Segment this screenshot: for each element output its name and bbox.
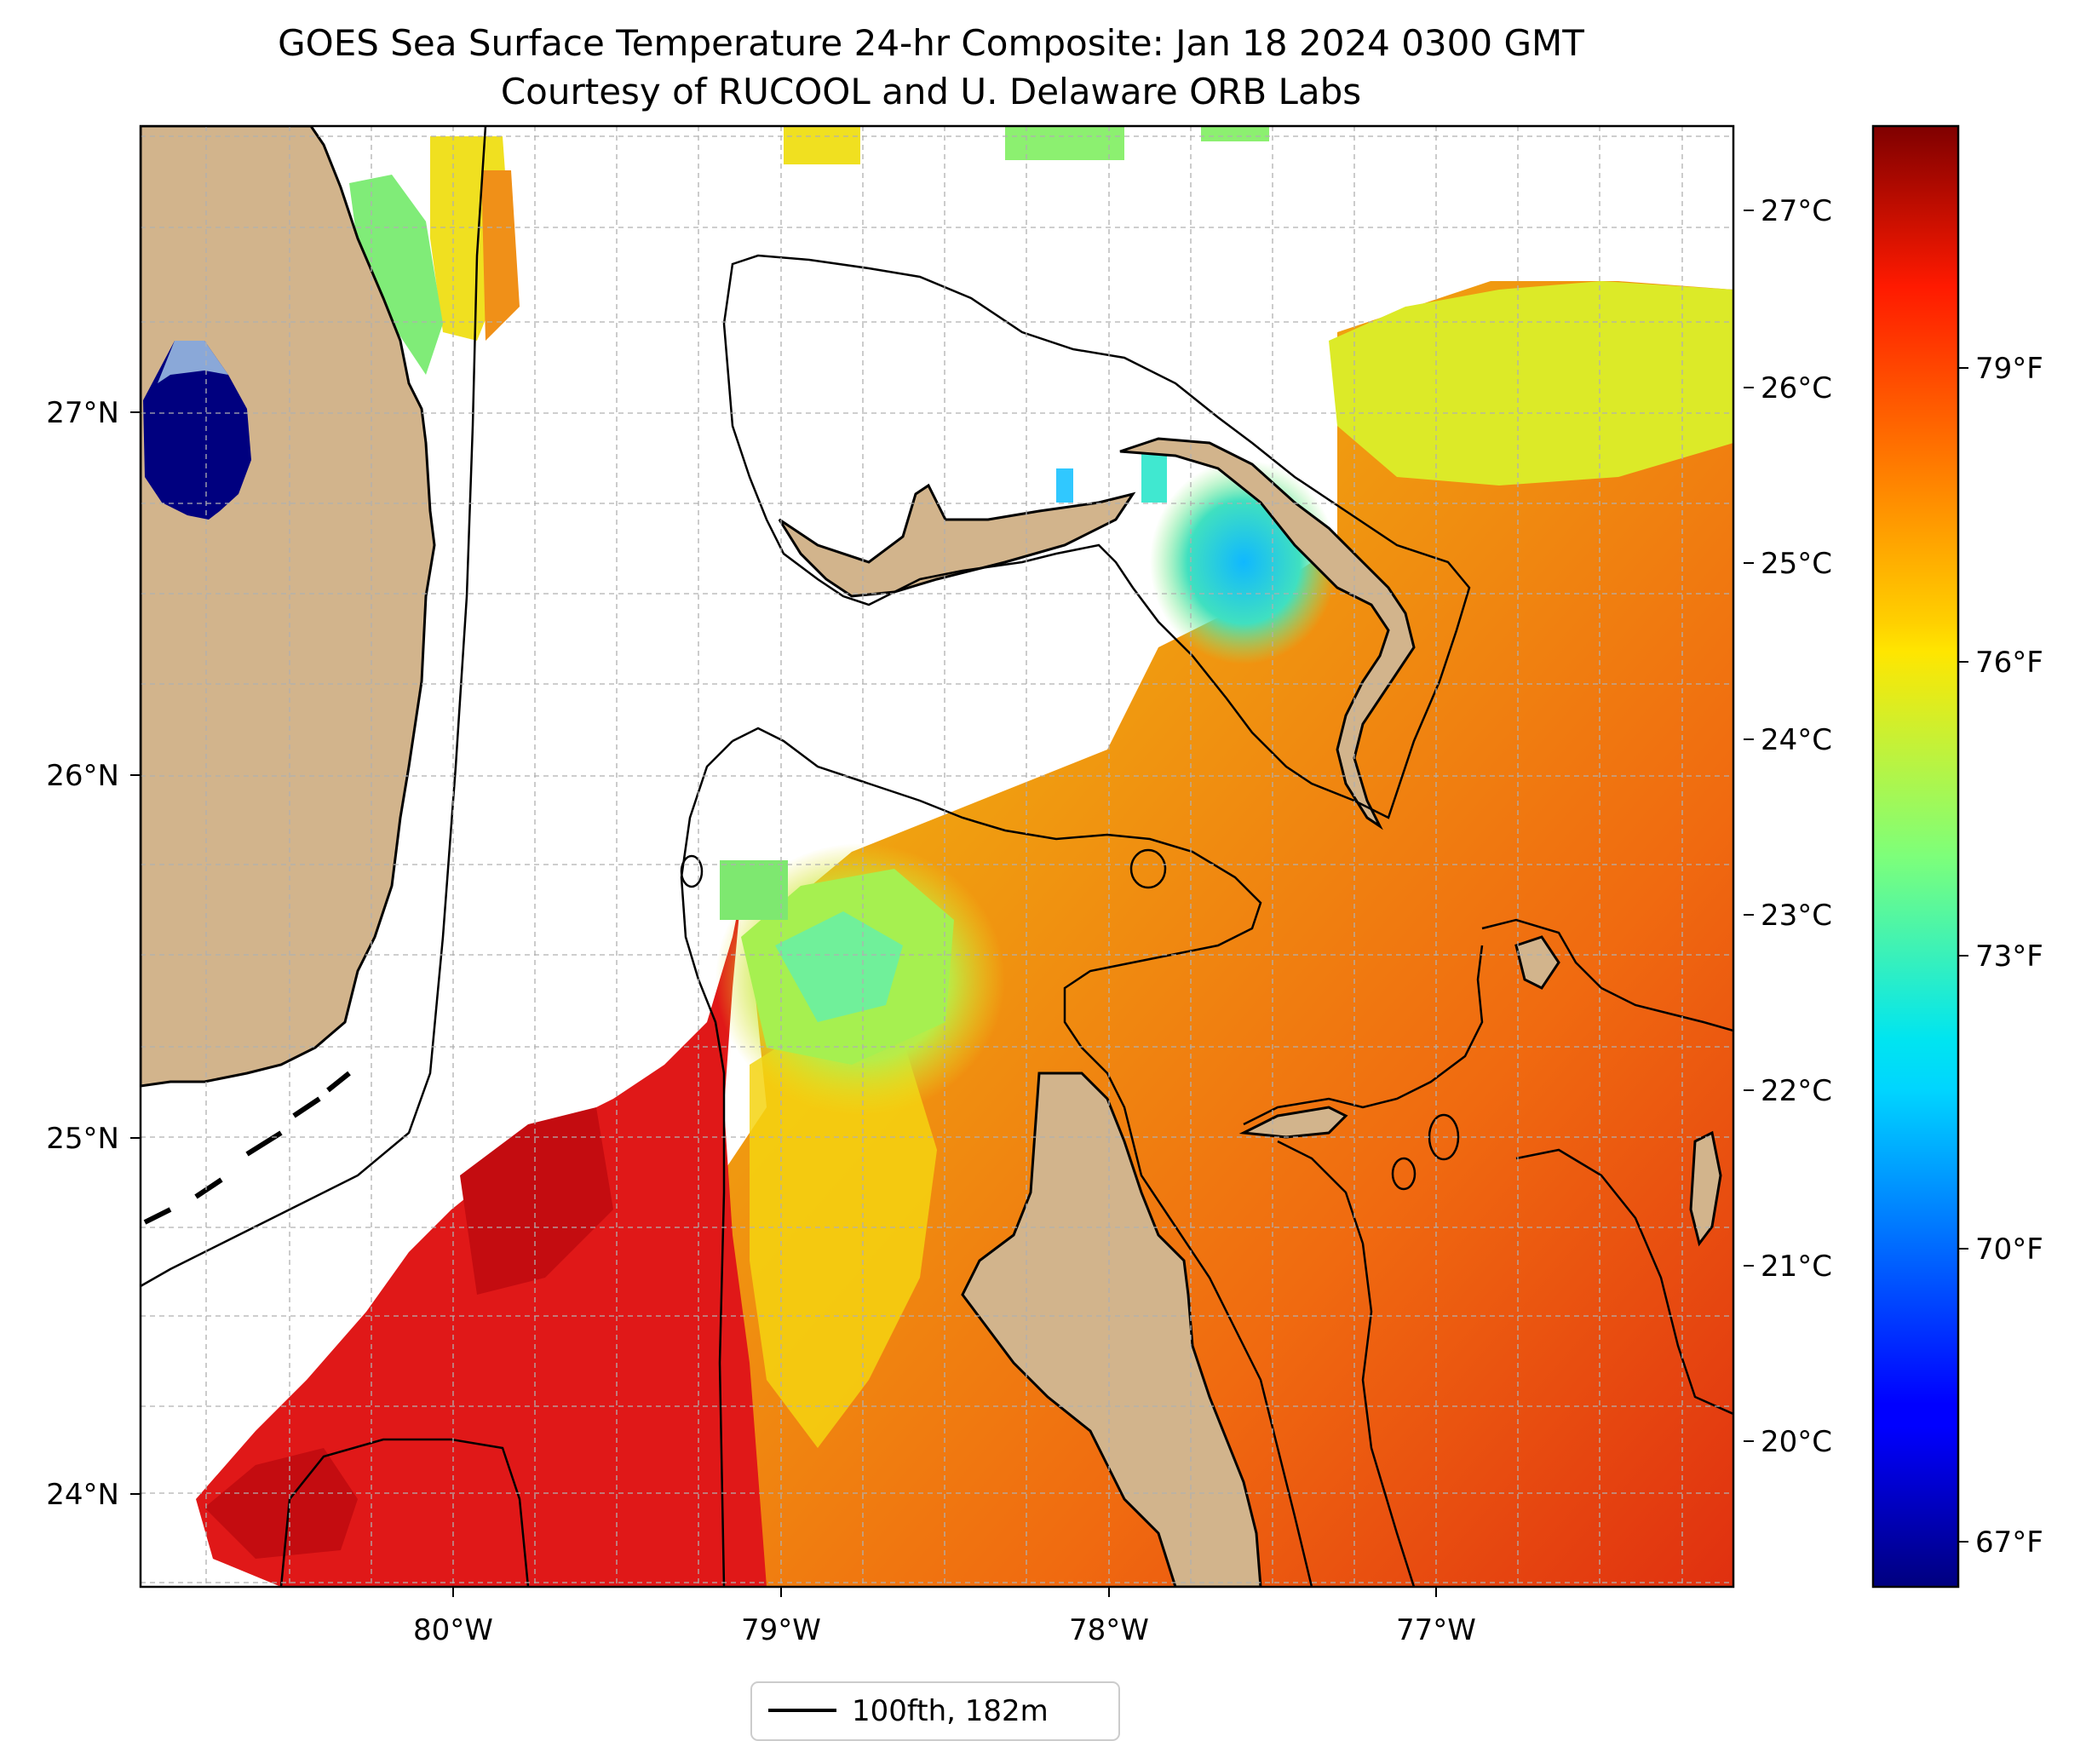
legend-box	[750, 1681, 1120, 1741]
map-area	[141, 126, 1733, 1587]
sst-nw-green	[349, 175, 443, 375]
sst-west-green	[720, 860, 788, 920]
lon-label-80w: 80°W	[413, 1613, 493, 1647]
isobath-tongue	[1277, 1140, 1416, 1587]
gridlines	[141, 126, 1733, 1587]
celsius-label-22: 22°C	[1761, 1074, 1832, 1108]
land-east-islands	[1689, 1130, 1722, 1247]
land-exuma	[1514, 935, 1560, 990]
lon-label-79w: 79°W	[741, 1613, 821, 1647]
isobath-contours	[141, 126, 1733, 1587]
sst-ne-yellow	[1329, 281, 1733, 486]
sst-small-cyan	[1141, 451, 1167, 503]
celsius-label-25: 25°C	[1761, 547, 1832, 581]
sst-top-patch-3	[1201, 126, 1269, 141]
lake-okeechobee	[143, 341, 251, 520]
sst-small-blue	[1056, 468, 1073, 503]
lat-label-24: 24°N	[46, 1478, 119, 1512]
isobath-east	[1515, 1148, 1733, 1416]
fahrenheit-label-79: 79°F	[1975, 352, 2043, 386]
fahrenheit-label-73: 73°F	[1975, 939, 2043, 974]
isobath-exuma-sound	[1243, 918, 1733, 1126]
legend: 100fth, 182m	[750, 1681, 1120, 1741]
celsius-label-24: 24°C	[1761, 723, 1832, 757]
colorbar	[1871, 124, 1960, 1589]
fahrenheit-label-67: 67°F	[1975, 1526, 2043, 1560]
sst-top-patch-1	[784, 126, 860, 164]
celsius-label-21: 21°C	[1761, 1250, 1832, 1284]
fahrenheit-label-76: 76°F	[1975, 646, 2043, 680]
legend-label: 100fth, 182m	[852, 1694, 1049, 1728]
title-line-1: GOES Sea Surface Temperature 24-hr Compo…	[278, 22, 1584, 64]
sst-top-patch-2	[1005, 126, 1124, 160]
celsius-label-20: 20°C	[1761, 1425, 1832, 1459]
land-andros	[961, 1072, 1262, 1587]
isobath-little-bahama	[722, 254, 1471, 819]
land-abaco	[1119, 437, 1416, 830]
lon-label-77w: 77°W	[1396, 1613, 1476, 1647]
sst-darkred-patch-south	[204, 1448, 358, 1559]
sst-abaco-cool	[1150, 460, 1337, 664]
isobath-florida-shelf	[141, 126, 487, 1288]
celsius-label-26: 26°C	[1761, 371, 1832, 405]
sst-cyan-patch	[775, 911, 903, 1022]
isobath-great-bahama	[732, 727, 1313, 1587]
land-grand-bahama	[778, 483, 1136, 598]
sst-yellow-band	[750, 1022, 937, 1448]
lat-label-26: 26°N	[46, 759, 119, 793]
title-line-2: Courtesy of RUCOOL and U. Delaware ORB L…	[501, 71, 1361, 112]
isobath-cay-sal	[279, 1438, 530, 1587]
isobath-ring-3	[1391, 1157, 1417, 1191]
lat-label-25: 25°N	[46, 1122, 119, 1156]
celsius-label-27: 27°C	[1761, 194, 1832, 228]
tick-marks	[130, 411, 1437, 1597]
isobath-ring-4	[680, 854, 704, 888]
fahrenheit-label-70: 70°F	[1975, 1233, 2043, 1267]
isobath-ring-1	[1129, 848, 1167, 889]
sst-darkred-patch	[460, 1107, 613, 1295]
fahrenheit-axis: 79°F 76°F 73°F 70°F 67°F	[1958, 352, 2043, 1560]
lake-okeechobee-rim	[158, 341, 228, 383]
lon-label-78w: 78°W	[1069, 1613, 1149, 1647]
celsius-label-23: 23°C	[1761, 899, 1832, 933]
sst-nw-orange	[481, 170, 520, 341]
celsius-axis: 27°C 26°C 25°C 24°C 23°C 22°C 21°C 20°C	[1744, 194, 1832, 1459]
lat-label-27: 27°N	[46, 396, 119, 430]
map-frame	[139, 124, 1735, 1589]
florida-keys	[143, 1071, 351, 1225]
